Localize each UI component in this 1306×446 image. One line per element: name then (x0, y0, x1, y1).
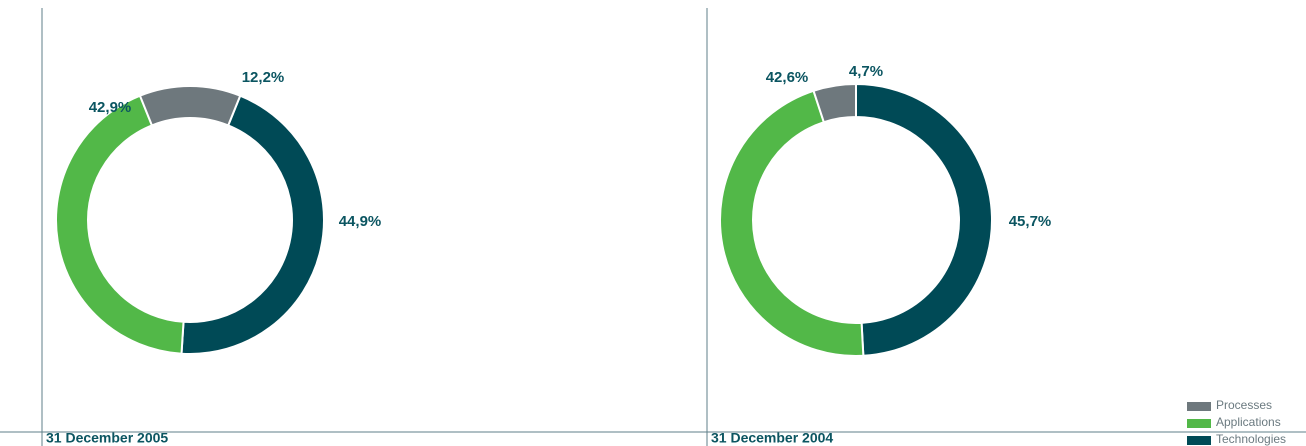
value-label: 44,9% (339, 213, 382, 230)
donut-segment (180, 94, 325, 355)
value-label: 42,9% (89, 99, 132, 116)
donut-segment (855, 82, 993, 357)
legend-swatch (1187, 436, 1211, 445)
value-label: 45,7% (1009, 213, 1052, 230)
legend-label: Processes (1216, 398, 1272, 412)
value-label: 4,7% (849, 63, 883, 80)
donut-segment (55, 94, 185, 355)
legend-label: Applications (1216, 415, 1281, 429)
donut-segment (812, 82, 857, 124)
chart-title: 31 December 2004 (711, 430, 833, 446)
chart-title: 31 December 2005 (46, 430, 168, 446)
value-label: 12,2% (242, 69, 285, 86)
legend-swatch (1187, 419, 1211, 428)
donut-segment (719, 89, 865, 357)
donut-segment (138, 85, 242, 127)
legend-swatch (1187, 402, 1211, 411)
legend-label: Technologies (1216, 432, 1286, 446)
value-label: 42,6% (766, 69, 809, 86)
